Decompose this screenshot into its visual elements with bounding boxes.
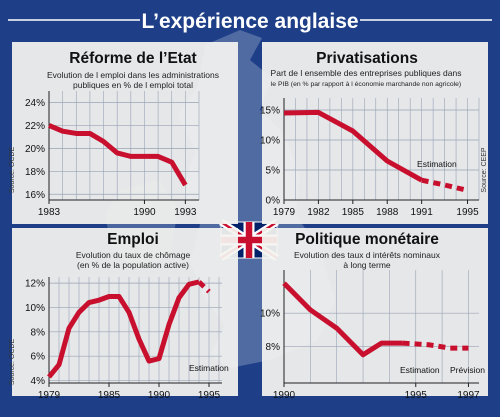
chart-emploi: Emploi Evolution du taux de chômage(en % … [9, 228, 238, 401]
chart-title: Politique monétaire [295, 231, 439, 248]
annotation-label: Prévision [450, 365, 485, 375]
x-tick-label: 1990 [273, 390, 296, 401]
series-line-solid [48, 123, 188, 187]
annotation-label: Estimation [189, 363, 229, 373]
y-tick-label: 15% [260, 106, 280, 117]
x-tick-label: 1993 [174, 207, 197, 218]
y-tick-label: 18% [25, 167, 45, 178]
y-tick-label: 16% [25, 190, 45, 201]
panel-emploi [12, 228, 238, 396]
y-tick-label: 10% [260, 309, 280, 320]
y-tick-label: 24% [25, 98, 45, 109]
chart-subtitle-line: le PIB (en % par rapport à l économie ma… [271, 81, 461, 88]
y-tick-label: 4% [31, 376, 46, 387]
x-tick-label: 1990 [148, 390, 171, 401]
x-tick-label: 1985 [342, 207, 365, 218]
series-line-dashed [402, 340, 469, 351]
source-label: Source: CEEP [481, 147, 488, 192]
y-tick-label: 6% [31, 352, 46, 363]
charts-layer: Réforme de l’Etat Evolution de l emploi d… [9, 42, 488, 401]
series-line-dashed [421, 177, 469, 193]
x-tick-label: 1979 [273, 207, 296, 218]
chart-subtitle-line: à long terme [343, 260, 391, 270]
annotation-label: Estimation [400, 365, 440, 375]
y-tick-label: 12% [25, 279, 45, 290]
x-tick-label: 1991 [411, 207, 434, 218]
main-title: L’expérience anglaise [141, 10, 358, 33]
series-line-solid [283, 109, 423, 183]
panel-reforme [12, 42, 238, 224]
y-tick-label: 0% [266, 196, 281, 207]
chart-title: Réforme de l’Etat [69, 50, 196, 67]
x-tick-label: 1985 [98, 390, 121, 401]
chart-subtitle-line: Evolution des taux d intérêts nominaux [294, 250, 441, 260]
x-tick-label: 1995 [405, 390, 428, 401]
x-tick-label: 1995 [198, 390, 221, 401]
chart-politique: Politique monétaire Evolution des taux d … [260, 228, 488, 401]
y-tick-label: 22% [25, 121, 45, 132]
x-tick-label: 1982 [307, 207, 330, 218]
chart-subtitle-line: Evolution de l emploi dans les administr… [47, 70, 219, 80]
x-tick-label: 1988 [376, 207, 399, 218]
chart-subtitle-line: Part de l ensemble des entreprises publi… [271, 68, 462, 78]
y-tick-label: 10% [260, 136, 280, 147]
series-line-solid [282, 281, 403, 358]
y-tick-label: 20% [25, 144, 45, 155]
panel-politique [262, 228, 488, 396]
x-tick-label: 1995 [456, 207, 479, 218]
x-tick-label: 1979 [38, 390, 61, 401]
chart-title: Privatisations [316, 50, 418, 67]
x-tick-label: 1997 [457, 390, 480, 401]
annotation-label: Estimation [417, 159, 457, 169]
chart-subtitle-line: publiques en % de l emploi total [73, 80, 193, 90]
chart-title: Emploi [107, 231, 159, 248]
y-tick-label: 5% [266, 166, 281, 177]
y-tick-label: 8% [31, 327, 46, 338]
series-line-solid [47, 279, 200, 379]
x-tick-label: 1990 [133, 207, 156, 218]
source-label: Source: OCDE [9, 147, 16, 194]
panel-privatisations [262, 42, 488, 224]
chart-subtitle-line: Evolution du taux de chômage [76, 250, 191, 260]
chart-subtitle-line: (en % de la population active) [77, 260, 189, 270]
source-label: Source: OCDE [9, 339, 16, 386]
x-tick-label: 1983 [38, 207, 61, 218]
y-tick-label: 8% [266, 342, 281, 353]
series-line-dashed [197, 280, 211, 294]
y-tick-label: 10% [25, 303, 45, 314]
chart-reforme: Réforme de l’Etat Evolution de l emploi d… [9, 42, 238, 224]
